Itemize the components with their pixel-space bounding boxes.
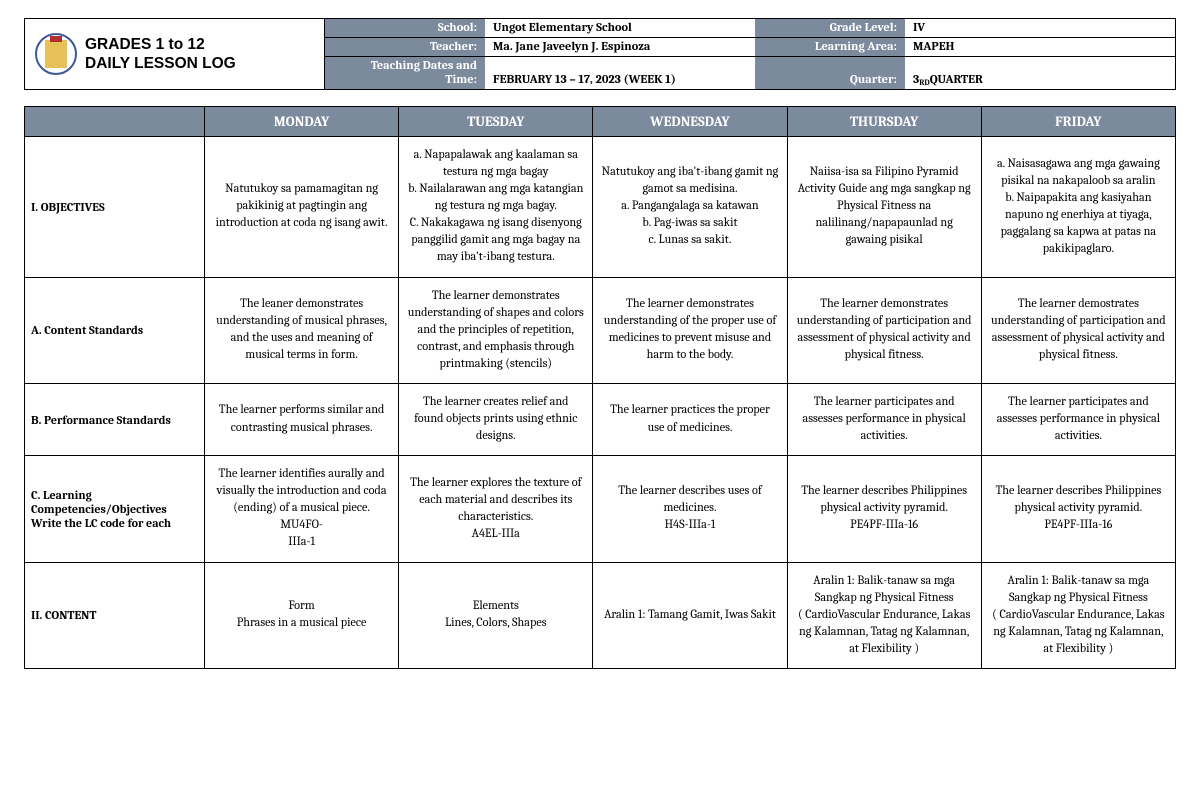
- doc-title: GRADES 1 to 12 DAILY LESSON LOG: [25, 19, 325, 89]
- lesson-cell: Aralin 1: Balik-tanaw sa mga Sangkap ng …: [981, 562, 1175, 668]
- lesson-cell: The learner describes Philippines physic…: [981, 456, 1175, 562]
- label-school: School:: [325, 19, 485, 38]
- label-area: Learning Area:: [755, 38, 905, 57]
- lesson-cell: The learner demonstrates understanding o…: [787, 277, 981, 383]
- cell-text: The learner describes Philippines physic…: [990, 483, 1167, 534]
- table-row: C. Learning Competencies/Objectives Writ…: [25, 456, 1176, 562]
- lesson-cell: The learner demonstrates understanding o…: [593, 277, 787, 383]
- row-heading: I. OBJECTIVES: [25, 137, 205, 278]
- day-header-row: MONDAY TUESDAY WEDNESDAY THURSDAY FRIDAY: [25, 107, 1176, 137]
- row-heading: B. Performance Standards: [25, 383, 205, 455]
- lesson-table: MONDAY TUESDAY WEDNESDAY THURSDAY FRIDAY…: [24, 106, 1176, 669]
- table-row: I. OBJECTIVESNatutukoy sa pamamagitan ng…: [25, 137, 1176, 278]
- cell-text: The learner describes uses of medicines.…: [601, 483, 778, 534]
- label-dates: Teaching Dates and Time:: [325, 57, 485, 89]
- value-teacher: Ma. Jane Javeelyn J. Espinoza: [485, 38, 755, 57]
- lesson-cell: The learner performs similar and contras…: [205, 383, 399, 455]
- table-row: II. CONTENTForm Phrases in a musical pie…: [25, 562, 1176, 668]
- row-heading: C. Learning Competencies/Objectives Writ…: [25, 456, 205, 562]
- lesson-cell: The learner participates and assesses pe…: [787, 383, 981, 455]
- lesson-cell: a. Napapalawak ang kaalaman sa testura n…: [399, 137, 593, 278]
- lesson-cell: The learner demonstrates understanding o…: [399, 277, 593, 383]
- cell-text: Aralin 1: Tamang Gamit, Iwas Sakit: [601, 607, 778, 624]
- lesson-cell: Aralin 1: Balik-tanaw sa mga Sangkap ng …: [787, 562, 981, 668]
- cell-text: a. Napapalawak ang kaalaman sa testura n…: [407, 147, 584, 267]
- cell-text: The learner demostrates understanding of…: [990, 296, 1167, 364]
- cell-text: Natutukoy ang iba't-ibang gamit ng gamot…: [601, 164, 778, 249]
- lesson-cell: The learner participates and assesses pe…: [981, 383, 1175, 455]
- row-heading: A. Content Standards: [25, 277, 205, 383]
- cell-text: Natutukoy sa pamamagitan ng pakikinig at…: [213, 181, 390, 232]
- cell-text: The learner participates and assesses pe…: [796, 394, 973, 445]
- cell-text: Form Phrases in a musical piece: [213, 598, 390, 632]
- lesson-cell: The learner demostrates understanding of…: [981, 277, 1175, 383]
- day-thu: THURSDAY: [787, 107, 981, 137]
- label-quarter: Quarter:: [755, 57, 905, 89]
- cell-text: The learner practices the proper use of …: [601, 402, 778, 436]
- lesson-cell: The learner describes Philippines physic…: [787, 456, 981, 562]
- header-block: GRADES 1 to 12 DAILY LESSON LOG School: …: [24, 18, 1176, 90]
- cell-text: Elements Lines, Colors, Shapes: [407, 598, 584, 632]
- cell-text: The learner identifies aurally and visua…: [213, 466, 390, 551]
- lesson-cell: The learner creates relief and found obj…: [399, 383, 593, 455]
- cell-text: Naiisa-isa sa Filipino Pyramid Activity …: [796, 164, 973, 249]
- lesson-cell: The learner identifies aurally and visua…: [205, 456, 399, 562]
- lesson-cell: Aralin 1: Tamang Gamit, Iwas Sakit: [593, 562, 787, 668]
- day-fri: FRIDAY: [981, 107, 1175, 137]
- cell-text: The learner performs similar and contras…: [213, 402, 390, 436]
- cell-text: The learner demonstrates understanding o…: [796, 296, 973, 364]
- value-school: Ungot Elementary School: [485, 19, 755, 38]
- value-quarter: 3RD QUARTER: [905, 57, 1175, 89]
- lesson-cell: The learner explores the texture of each…: [399, 456, 593, 562]
- table-row: A. Content StandardsThe leaner demonstra…: [25, 277, 1176, 383]
- corner-blank: [25, 107, 205, 137]
- lesson-cell: Natutukoy ang iba't-ibang gamit ng gamot…: [593, 137, 787, 278]
- cell-text: The leaner demonstrates understanding of…: [213, 296, 390, 364]
- lesson-cell: The leaner demonstrates understanding of…: [205, 277, 399, 383]
- lesson-cell: Natutukoy sa pamamagitan ng pakikinig at…: [205, 137, 399, 278]
- title-line-1: GRADES 1 to 12: [85, 35, 236, 54]
- day-tue: TUESDAY: [399, 107, 593, 137]
- lesson-cell: Form Phrases in a musical piece: [205, 562, 399, 668]
- value-grade: IV: [905, 19, 1175, 38]
- value-dates: FEBRUARY 13 – 17, 2023 (WEEK 1): [485, 57, 755, 89]
- cell-text: a. Naisasagawa ang mga gawaing pisikal n…: [990, 156, 1167, 258]
- cell-text: The learner demonstrates understanding o…: [407, 288, 584, 373]
- lesson-cell: Naiisa-isa sa Filipino Pyramid Activity …: [787, 137, 981, 278]
- cell-text: Aralin 1: Balik-tanaw sa mga Sangkap ng …: [796, 573, 973, 658]
- deped-logo-icon: [35, 33, 77, 75]
- label-teacher: Teacher:: [325, 38, 485, 57]
- lesson-cell: Elements Lines, Colors, Shapes: [399, 562, 593, 668]
- cell-text: The learner demonstrates understanding o…: [601, 296, 778, 364]
- lesson-cell: a. Naisasagawa ang mga gawaing pisikal n…: [981, 137, 1175, 278]
- cell-text: The learner explores the texture of each…: [407, 475, 584, 543]
- quarter-ord: RD: [919, 78, 929, 87]
- quarter-word: QUARTER: [930, 73, 983, 87]
- cell-text: The learner creates relief and found obj…: [407, 394, 584, 445]
- day-mon: MONDAY: [205, 107, 399, 137]
- row-heading: II. CONTENT: [25, 562, 205, 668]
- cell-text: The learner participates and assesses pe…: [990, 394, 1167, 445]
- day-wed: WEDNESDAY: [593, 107, 787, 137]
- table-row: B. Performance StandardsThe learner perf…: [25, 383, 1176, 455]
- cell-text: Aralin 1: Balik-tanaw sa mga Sangkap ng …: [990, 573, 1167, 658]
- value-area: MAPEH: [905, 38, 1175, 57]
- title-line-2: DAILY LESSON LOG: [85, 54, 236, 73]
- cell-text: The learner describes Philippines physic…: [796, 483, 973, 534]
- label-grade: Grade Level:: [755, 19, 905, 38]
- lesson-cell: The learner practices the proper use of …: [593, 383, 787, 455]
- lesson-cell: The learner describes uses of medicines.…: [593, 456, 787, 562]
